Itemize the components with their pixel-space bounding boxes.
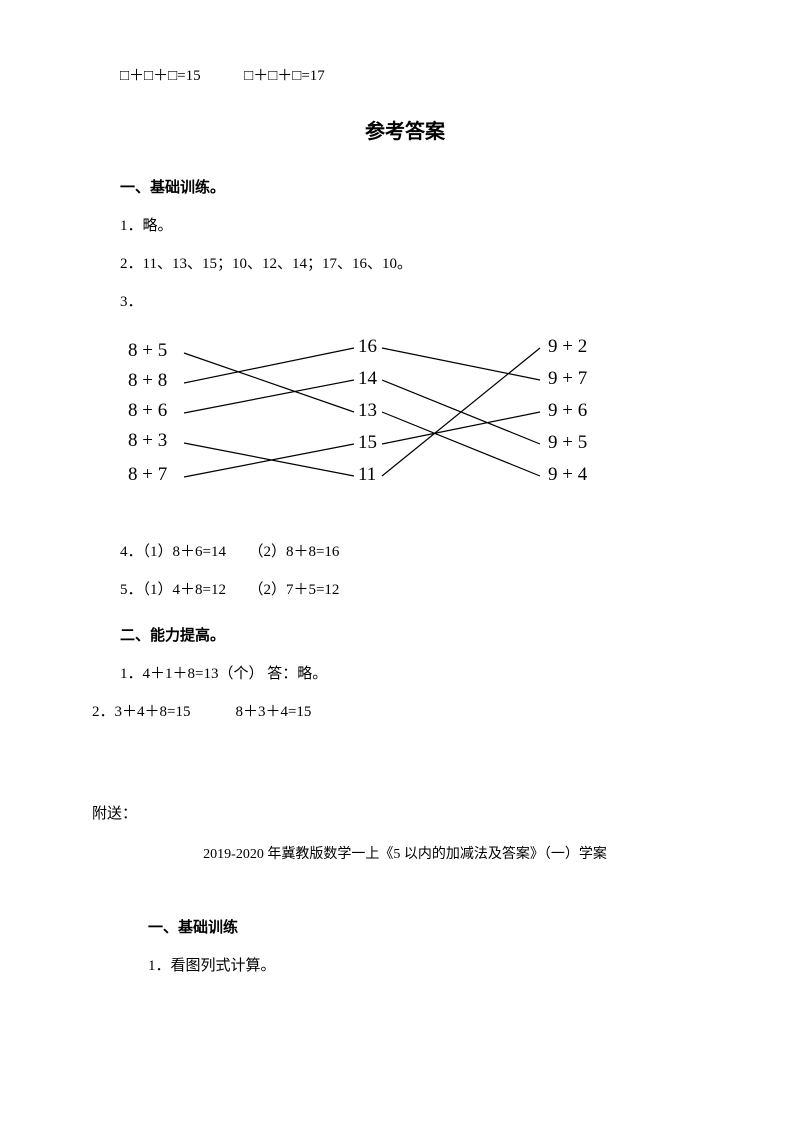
section2-item1: 1．4＋1＋8=13（个） 答：略。: [120, 662, 690, 686]
svg-text:9 + 4: 9 + 4: [548, 464, 588, 485]
svg-text:9 + 2: 9 + 2: [548, 336, 587, 357]
top-equations-line: □＋□＋□=15 □＋□＋□=17: [120, 64, 690, 88]
section1-item3: 3．: [120, 290, 690, 314]
svg-text:13: 13: [358, 400, 377, 421]
svg-text:9 + 5: 9 + 5: [548, 432, 587, 453]
matching-diagram: 8 + 5 8 + 8 8 + 6 8 + 3 8 + 7 16 14 13 15 11 9 + 2…: [120, 328, 690, 526]
svg-text:8 + 3: 8 + 3: [128, 430, 167, 451]
spacer: [120, 738, 690, 788]
eq-right: □＋□＋□=17: [244, 68, 325, 84]
section1-item4: 4．（1）8＋6=14 （2）8＋8=16: [120, 540, 690, 564]
section1-item1: 1．略。: [120, 214, 690, 238]
section1-item5: 5．（1）4＋8=12 （2）7＋5=12: [120, 578, 690, 602]
svg-text:9 + 7: 9 + 7: [548, 368, 587, 389]
svg-text:8 + 6: 8 + 6: [128, 400, 167, 421]
section2-item2: 2．3＋4＋8=15 8＋3＋4=15: [92, 700, 690, 724]
appendix-title: 2019-2020 年冀教版数学一上《5 以内的加减法及答案》（一）学案: [120, 844, 690, 866]
svg-text:8 + 8: 8 + 8: [128, 370, 167, 391]
svg-text:16: 16: [358, 336, 377, 357]
eq-left: □＋□＋□=15: [120, 68, 201, 84]
svg-text:8 + 7: 8 + 7: [128, 464, 167, 485]
svg-text:14: 14: [358, 368, 378, 389]
section3-item1: 1．看图列式计算。: [120, 954, 690, 978]
document-page: □＋□＋□=15 □＋□＋□=17 参考答案 一、基础训练。 1．略。 2．11…: [0, 0, 800, 1042]
section3-heading: 一、基础训练: [120, 916, 690, 940]
svg-text:8 + 5: 8 + 5: [128, 340, 167, 361]
section1-heading: 一、基础训练。: [120, 176, 690, 200]
section1-item2: 2．11、13、15；10、12、14；17、16、10。: [120, 252, 690, 276]
svg-text:11: 11: [358, 464, 376, 485]
main-title: 参考答案: [120, 116, 690, 148]
svg-text:15: 15: [358, 432, 377, 453]
svg-text:9 + 6: 9 + 6: [548, 400, 587, 421]
section2-heading: 二、能力提高。: [120, 624, 690, 648]
appendix-label: 附送：: [92, 802, 690, 826]
